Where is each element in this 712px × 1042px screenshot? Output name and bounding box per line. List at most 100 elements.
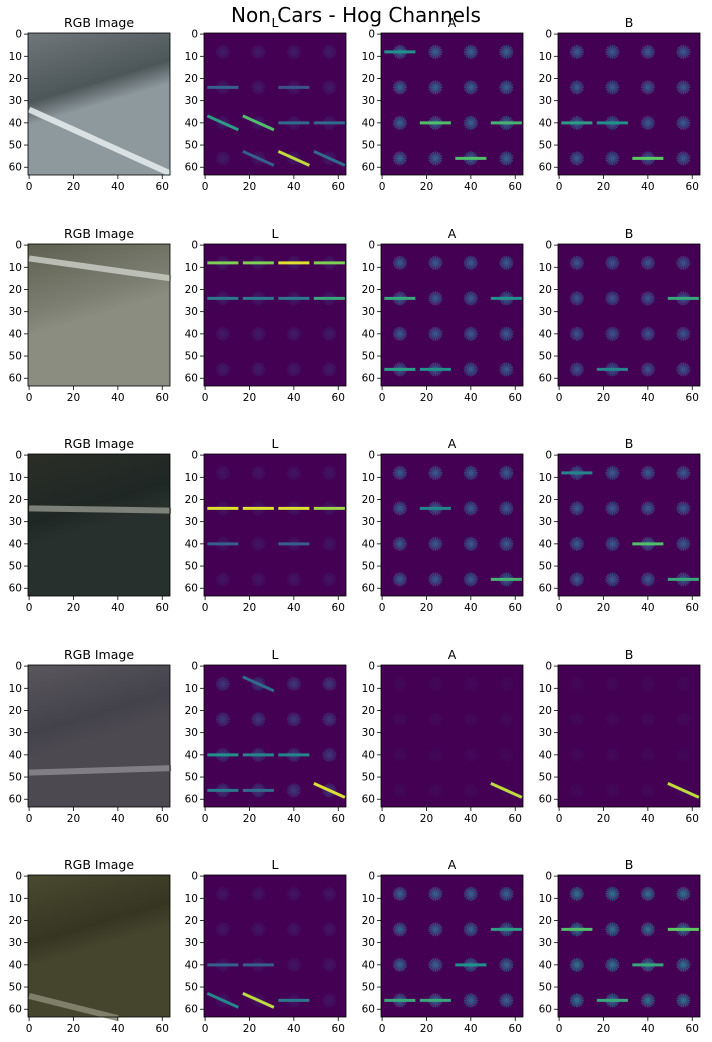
- x-tick-label: 60: [332, 392, 345, 404]
- y-tick-label: 40: [362, 328, 375, 340]
- panel-title: A: [448, 226, 457, 241]
- x-tick-label: 0: [556, 1023, 563, 1035]
- x-tick-label: 60: [509, 392, 522, 404]
- y-tick-label: 20: [9, 284, 22, 296]
- hog-cell: [676, 465, 691, 480]
- y-tick-label: 10: [362, 51, 375, 63]
- hog-cell: [428, 326, 443, 341]
- hog-cell: [640, 326, 655, 341]
- hog-cell: [286, 712, 301, 727]
- x-tick-label: 20: [420, 602, 433, 614]
- axes-frame: [27, 32, 171, 176]
- x-tick-label: 0: [379, 392, 386, 404]
- panel-title: L: [272, 857, 279, 872]
- hog-cell: [322, 712, 337, 727]
- y-tick-label: 0: [191, 29, 198, 41]
- x-tick-label: 0: [26, 813, 33, 825]
- y-tick-label: 60: [185, 373, 198, 385]
- hog-cell: [605, 712, 620, 727]
- y-tick-label: 30: [362, 727, 375, 739]
- y-tick-label: 50: [539, 561, 552, 573]
- y-tick-label: 50: [539, 140, 552, 152]
- hog-cell: [251, 80, 266, 95]
- y-tick-label: 10: [9, 893, 22, 905]
- hog-cell: [463, 465, 478, 480]
- y-tick-label: 30: [539, 516, 552, 528]
- panel-r4-rgb: RGB Image 0 20 40 60 0 10 20 30 40 50 60: [9, 647, 172, 825]
- y-tick-label: 0: [191, 661, 198, 673]
- y-tick-label: 40: [362, 117, 375, 129]
- hog-cell: [640, 465, 655, 480]
- axes-frame: [27, 664, 171, 808]
- panel-r3-rgb: RGB Image 0 20 40 60 0 10 20 30 40 50 60: [9, 436, 172, 614]
- hog-cell: [569, 44, 584, 59]
- hog-cell: [322, 572, 337, 587]
- y-tick-label: 40: [539, 538, 552, 550]
- panel-r5-rgb: RGB Image 0 20 40 60 0 10 20 30 40 50 60: [9, 857, 171, 1035]
- hog-cell: [463, 362, 478, 377]
- y-tick-label: 10: [185, 51, 198, 63]
- y-tick-label: 50: [9, 982, 22, 994]
- hog-cell: [251, 922, 266, 937]
- hog-cell: [322, 326, 337, 341]
- panel-grid: RGB Image 0 20 40 60 0 10 20 30 40 50 60 L 0 20 40 60 0 10…: [9, 15, 701, 1035]
- y-tick-label: 40: [362, 538, 375, 550]
- y-tick-label: 10: [539, 893, 552, 905]
- hog-cell: [215, 676, 230, 691]
- y-tick-label: 20: [539, 494, 552, 506]
- y-tick-label: 60: [539, 1004, 552, 1016]
- y-tick-label: 40: [9, 328, 22, 340]
- y-tick-label: 60: [539, 794, 552, 806]
- hog-cell: [392, 712, 407, 727]
- hog-cell: [463, 115, 478, 130]
- axes-frame: [203, 874, 347, 1018]
- panel-r4-l: L 0 20 40 60 0 10 20 30 40 50 60: [185, 647, 347, 825]
- y-tick-label: 60: [185, 794, 198, 806]
- y-tick-label: 20: [9, 73, 22, 85]
- hog-cell: [640, 886, 655, 901]
- hog-cell: [605, 572, 620, 587]
- y-tick-label: 50: [539, 351, 552, 363]
- y-tick-label: 20: [539, 705, 552, 717]
- hog-cell: [322, 886, 337, 901]
- y-tick-label: 60: [9, 373, 22, 385]
- hog-cell: [640, 362, 655, 377]
- x-tick-label: 40: [287, 1023, 300, 1035]
- hog-cell: [286, 922, 301, 937]
- hog-gradient-segment: [667, 782, 700, 799]
- y-tick-label: 0: [368, 29, 375, 41]
- y-tick-label: 50: [185, 561, 198, 573]
- hog-cell: [569, 255, 584, 270]
- x-tick-label: 20: [67, 813, 80, 825]
- hog-cell: [322, 747, 337, 762]
- hog-cell: [640, 747, 655, 762]
- hog-cell: [499, 326, 514, 341]
- x-tick-label: 0: [379, 602, 386, 614]
- y-tick-label: 60: [362, 794, 375, 806]
- hog-cell: [569, 993, 584, 1008]
- y-tick-label: 20: [185, 915, 198, 927]
- y-tick-label: 0: [545, 871, 552, 883]
- hog-cell: [392, 536, 407, 551]
- y-tick-label: 40: [185, 538, 198, 550]
- y-tick-label: 60: [185, 583, 198, 595]
- hog-cell: [640, 572, 655, 587]
- y-tick-label: 0: [191, 871, 198, 883]
- y-tick-label: 0: [368, 240, 375, 252]
- hog-cell: [463, 922, 478, 937]
- y-tick-label: 40: [185, 328, 198, 340]
- y-tick-label: 50: [9, 351, 22, 363]
- hog-cell: [463, 291, 478, 306]
- hog-cell: [322, 80, 337, 95]
- x-tick-label: 60: [509, 602, 522, 614]
- y-tick-label: 50: [362, 772, 375, 784]
- y-tick-label: 10: [185, 262, 198, 274]
- hog-cell: [392, 115, 407, 130]
- y-tick-label: 30: [185, 937, 198, 949]
- y-tick-label: 10: [185, 683, 198, 695]
- y-tick-label: 10: [185, 893, 198, 905]
- hog-cell: [215, 922, 230, 937]
- x-tick-label: 0: [26, 1023, 33, 1035]
- hog-cell: [605, 255, 620, 270]
- y-tick-label: 60: [539, 373, 552, 385]
